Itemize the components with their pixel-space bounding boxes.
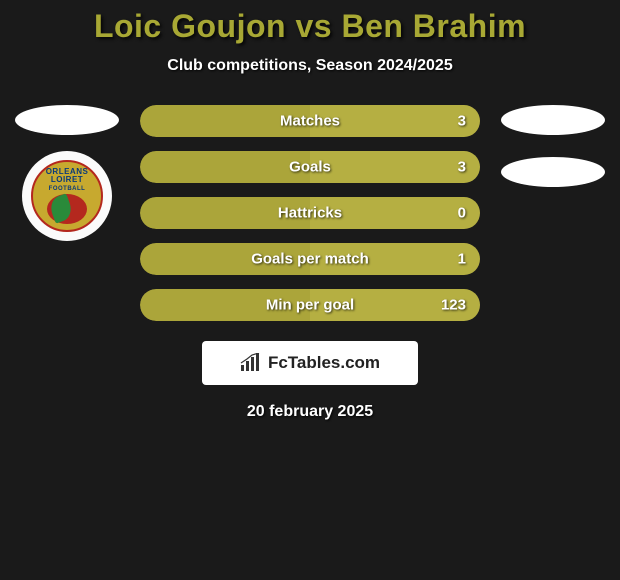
stat-value: 3: [458, 113, 466, 130]
stat-bar-left: [140, 151, 310, 183]
infographic-container: Loic Goujon vs Ben Brahim Club competiti…: [0, 0, 620, 421]
subtitle: Club competitions, Season 2024/2025: [0, 57, 620, 75]
club-badge-inner: ORLEANSLOIRETFOOTBALL: [31, 160, 103, 232]
stats-column: Matches 3 Goals 3 Hattricks 0 Goals per match 1…: [140, 105, 480, 321]
player1-photo-placeholder: [15, 105, 119, 135]
stat-label: Goals: [289, 159, 331, 176]
club-badge-text: ORLEANSLOIRETFOOTBALL: [46, 168, 89, 192]
stat-label: Hattricks: [278, 205, 342, 222]
player2-photo-placeholder: [501, 105, 605, 135]
page-title: Loic Goujon vs Ben Brahim: [0, 8, 620, 45]
player2-club-placeholder: [501, 157, 605, 187]
stat-row: Goals 3: [140, 151, 480, 183]
club-badge-center: [47, 194, 87, 224]
player1-club-badge: ORLEANSLOIRETFOOTBALL: [22, 151, 112, 241]
stat-value: 0: [458, 205, 466, 222]
stat-value: 3: [458, 159, 466, 176]
bar-chart-icon: [240, 353, 262, 373]
logo-text: FcTables.com: [268, 353, 380, 373]
left-player-column: ORLEANSLOIRETFOOTBALL: [12, 105, 122, 241]
stat-value: 1: [458, 251, 466, 268]
fctables-logo[interactable]: FcTables.com: [202, 341, 418, 385]
stat-label: Goals per match: [251, 251, 369, 268]
stat-label: Matches: [280, 113, 340, 130]
main-row: ORLEANSLOIRETFOOTBALL Matches 3 Goals 3 Hatt…: [0, 105, 620, 321]
stat-row: Matches 3: [140, 105, 480, 137]
right-player-column: [498, 105, 608, 187]
stat-row: Min per goal 123: [140, 289, 480, 321]
stat-label: Min per goal: [266, 297, 354, 314]
stat-row: Goals per match 1: [140, 243, 480, 275]
stat-row: Hattricks 0: [140, 197, 480, 229]
stat-bar-right: [310, 151, 480, 183]
stat-value: 123: [441, 297, 466, 314]
club-badge-leaf-icon: [47, 193, 74, 223]
date-text: 20 february 2025: [0, 403, 620, 421]
